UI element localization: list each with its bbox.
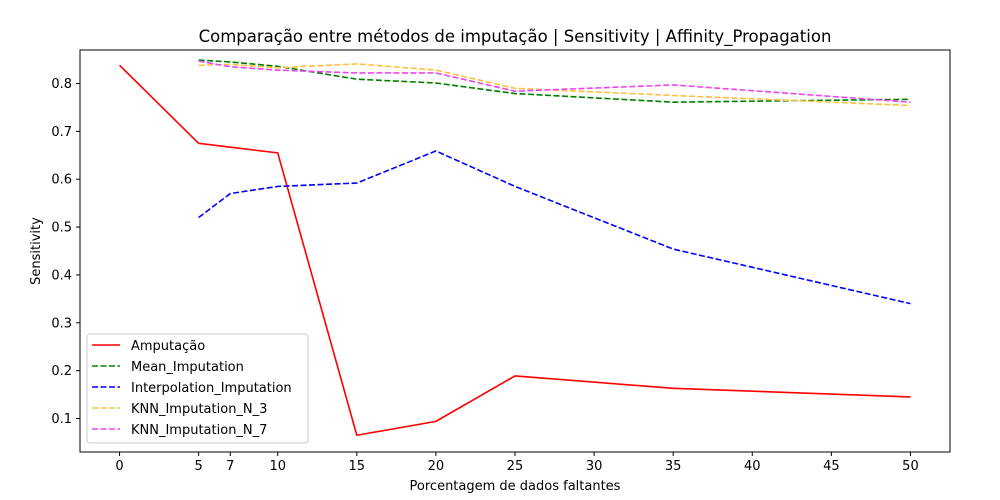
series-line-2 — [198, 150, 911, 305]
y-tick-label-5: 0.6 — [51, 173, 72, 188]
series-line-1 — [198, 59, 911, 103]
legend-label-4: KNN_Imputation_N_7 — [131, 423, 267, 438]
x-tick-label-5: 20 — [428, 459, 445, 474]
x-tick-label-7: 30 — [586, 459, 603, 474]
series-layer — [118, 59, 911, 437]
y-tick-label-2: 0.3 — [51, 316, 72, 331]
y-tick-label-4: 0.5 — [51, 221, 72, 236]
series-line-3 — [198, 63, 911, 107]
x-tick-label-6: 25 — [507, 459, 524, 474]
x-tick-label-4: 15 — [349, 459, 366, 474]
legend-label-1: Mean_Imputation — [131, 360, 244, 375]
x-tick-label-1: 5 — [194, 459, 202, 474]
series-line-4 — [198, 60, 911, 103]
x-tick-label-0: 0 — [115, 459, 123, 474]
legend-box — [86, 333, 309, 444]
x-tick-label-2: 7 — [226, 459, 234, 474]
x-tick-label-9: 40 — [744, 459, 761, 474]
legend-label-3: KNN_Imputation_N_3 — [131, 402, 267, 417]
legend-label-0: Amputação — [131, 339, 205, 354]
y-tick-label-1: 0.2 — [51, 364, 72, 379]
legend: Amputação Mean_Imputation Interpolation_Im… — [86, 333, 309, 444]
series-line-0 — [118, 64, 911, 437]
y-tick-label-6: 0.7 — [51, 125, 72, 140]
y-axis-label: Sensitivity — [29, 217, 44, 285]
chart-title: Comparação entre métodos de imputação | … — [199, 27, 832, 47]
x-tick-label-10: 45 — [823, 459, 840, 474]
y-tick-label-3: 0.4 — [51, 268, 72, 283]
x-tick-label-3: 10 — [269, 459, 286, 474]
x-axis-label: Porcentagem de dados faltantes — [410, 479, 621, 494]
y-tick-label-7: 0.8 — [51, 77, 72, 92]
x-tick-label-8: 35 — [665, 459, 682, 474]
y-tick-label-0: 0.1 — [51, 412, 72, 427]
axes-layer: 0 5 7 10 15 20 25 30 35 40 45 50 0.1 0.2 0.3 0.4 0.5 0.6 0… — [51, 49, 951, 474]
x-tick-label-11: 50 — [902, 459, 919, 474]
legend-label-2: Interpolation_Imputation — [131, 381, 292, 396]
